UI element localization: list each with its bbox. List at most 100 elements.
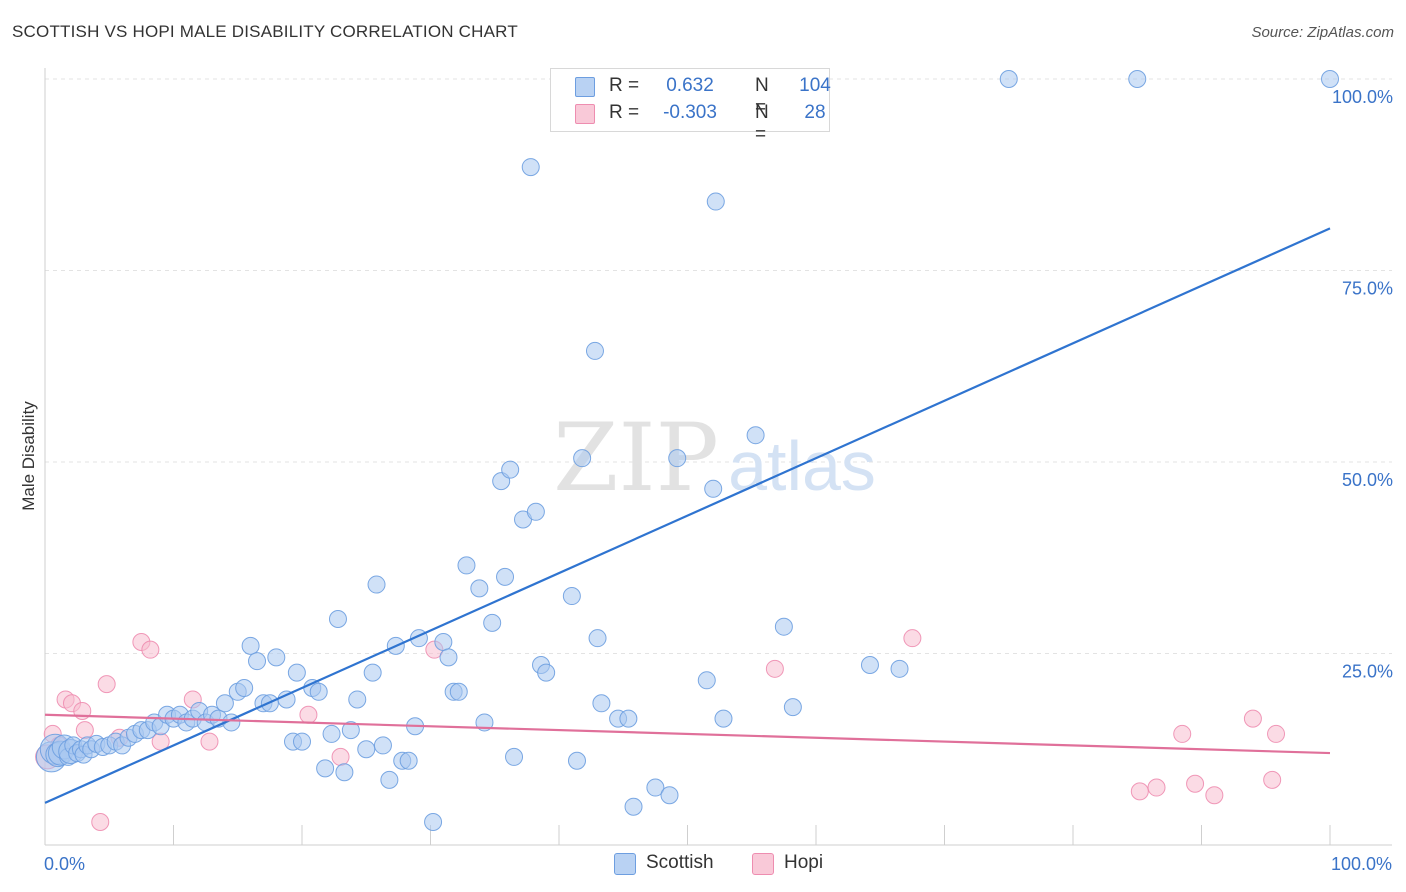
scottish-point xyxy=(521,158,540,177)
scottish-point xyxy=(660,786,679,805)
source-label: Source: ZipAtlas.com xyxy=(1251,24,1394,41)
scottish-point xyxy=(746,426,765,445)
scottish-point xyxy=(309,682,328,701)
hopi-point xyxy=(200,732,219,751)
scottish-point xyxy=(668,449,687,468)
scottish-point xyxy=(890,659,909,678)
y-tick-label: 50.0% xyxy=(1342,470,1393,490)
hopi-point xyxy=(1186,774,1205,793)
scottish-point xyxy=(646,778,665,797)
scottish-point xyxy=(567,751,586,770)
scottish-trendline xyxy=(44,227,1331,804)
scottish-point xyxy=(277,690,296,709)
scottish-point xyxy=(483,613,502,632)
scottish-point xyxy=(341,721,360,740)
hopi-point xyxy=(1267,724,1286,743)
scottish-point xyxy=(1128,70,1147,88)
legend-swatch-scottish xyxy=(575,77,595,97)
scottish-point xyxy=(562,587,581,606)
scottish-point xyxy=(348,690,367,709)
scottish-point xyxy=(373,736,392,755)
hopi-point xyxy=(1130,782,1149,801)
scottish-point xyxy=(248,652,267,671)
scottish-point xyxy=(367,575,386,594)
hopi-point xyxy=(1263,770,1282,789)
scottish-point xyxy=(457,556,476,575)
scottish-point xyxy=(496,567,515,586)
y-tick-label: 25.0% xyxy=(1342,662,1393,682)
scottish-point xyxy=(335,763,354,782)
scottish-point xyxy=(380,770,399,789)
trendlines xyxy=(44,227,1331,804)
y-axis-label: Male Disability xyxy=(19,401,38,511)
tick-labels: 0.0% 100.0% 25.0% 50.0% 75.0% 100.0% xyxy=(44,87,1393,874)
scottish-point xyxy=(706,192,725,211)
scottish-point xyxy=(537,663,556,682)
scottish-point xyxy=(267,648,286,667)
y-tick-label: 75.0% xyxy=(1342,279,1393,299)
legend-r-value: -0.303 xyxy=(663,102,717,123)
hopi-point xyxy=(765,659,784,678)
scottish-point xyxy=(573,449,592,468)
x-tick-label-max: 100.0% xyxy=(1331,854,1392,874)
hopi-point xyxy=(97,675,116,694)
hopi-point xyxy=(299,705,318,724)
scottish-point xyxy=(714,709,733,728)
scottish-point xyxy=(357,740,376,759)
scottish-point xyxy=(774,617,793,636)
y-tick-label: 100.0% xyxy=(1332,87,1393,107)
scottish-point xyxy=(588,629,607,648)
scottish-point xyxy=(592,694,611,713)
scottish-point xyxy=(470,579,489,598)
bottom-legend-label: Scottish xyxy=(646,852,714,873)
chart-title: SCOTTISH VS HOPI MALE DISABILITY CORRELA… xyxy=(12,22,518,41)
scottish-point xyxy=(316,759,335,778)
scottish-point xyxy=(999,70,1018,88)
scottish-point xyxy=(697,671,716,690)
hopi-point xyxy=(91,813,110,832)
bottom-legend-label: Hopi xyxy=(784,852,824,873)
scottish-point xyxy=(704,479,723,498)
hopi-point xyxy=(1243,709,1262,728)
hopi-point xyxy=(75,721,94,740)
correlation-legend: R = 0.632 N = 104 R = -0.303 N = 28 xyxy=(550,68,831,145)
scottish-point xyxy=(860,655,879,674)
scottish-point xyxy=(328,610,347,629)
scottish-point xyxy=(235,678,254,697)
scottish-point xyxy=(322,724,341,743)
hopi-point xyxy=(1205,786,1224,805)
scottish-point xyxy=(439,648,458,667)
hopi-point xyxy=(1173,724,1192,743)
scottish-point xyxy=(434,633,453,652)
bottom-legend-swatch-hopi xyxy=(752,853,774,875)
hopi-point xyxy=(141,640,160,659)
scottish-point xyxy=(287,663,306,682)
legend-r-value: 0.632 xyxy=(666,75,714,96)
scottish-point xyxy=(501,460,520,479)
hopi-point xyxy=(903,629,922,648)
scottish-point xyxy=(526,502,545,521)
legend-r-label: R = xyxy=(609,75,640,96)
legend-n-value: 104 xyxy=(799,75,831,96)
scottish-point xyxy=(399,751,418,770)
scottish-point xyxy=(1321,70,1339,88)
legend-n-label: N = xyxy=(755,102,769,145)
scottish-point xyxy=(241,636,260,655)
hopi-point xyxy=(1147,778,1166,797)
scottish-point xyxy=(505,747,524,766)
legend-swatch-hopi xyxy=(575,104,595,124)
bottom-legend-swatch-scottish xyxy=(614,853,636,875)
scottish-point xyxy=(449,682,468,701)
scottish-point xyxy=(424,813,443,832)
scottish-point xyxy=(624,797,643,816)
scottish-point xyxy=(585,341,604,360)
scottish-point xyxy=(215,694,234,713)
scottish-point xyxy=(293,732,311,751)
legend-r-label: R = xyxy=(609,102,640,123)
scottish-point xyxy=(363,663,382,682)
gridlines xyxy=(45,78,1392,654)
legend-n-label: N = xyxy=(755,75,769,118)
hopi-point xyxy=(331,747,350,766)
scottish-point xyxy=(619,709,638,728)
